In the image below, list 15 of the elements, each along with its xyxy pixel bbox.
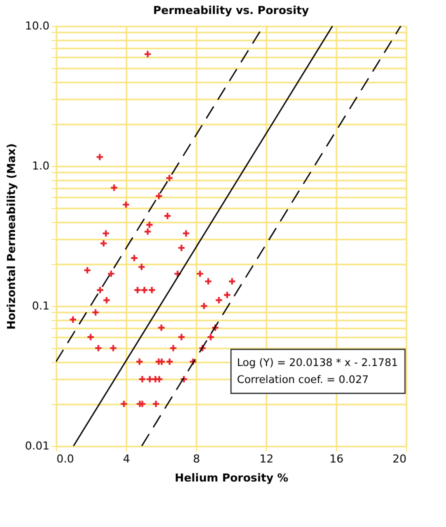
y-axis-title: Horizontal Permeability (Max)	[5, 143, 18, 330]
y-tick-label: 0.01	[25, 440, 50, 452]
x-tick-label: 16	[330, 452, 344, 466]
x-tick-label: 4	[123, 452, 130, 466]
y-tick-label: 1.0	[32, 160, 50, 172]
chart-title: Permeability vs. Porosity	[153, 4, 309, 17]
x-tick-label: 0.0	[56, 452, 74, 466]
annotation: Log (Y) = 20.0138 * x - 2.1781	[237, 356, 398, 369]
x-tick-label: 20	[392, 452, 406, 466]
x-tick-label: 8	[193, 452, 200, 466]
x-axis-title: Helium Porosity %	[174, 472, 288, 484]
y-tick-label: 0.1	[32, 300, 50, 312]
x-tick-label: 12	[260, 452, 274, 466]
y-tick-label: 10.0	[25, 20, 50, 32]
annotation: Correlation coef. = 0.027	[237, 374, 369, 386]
